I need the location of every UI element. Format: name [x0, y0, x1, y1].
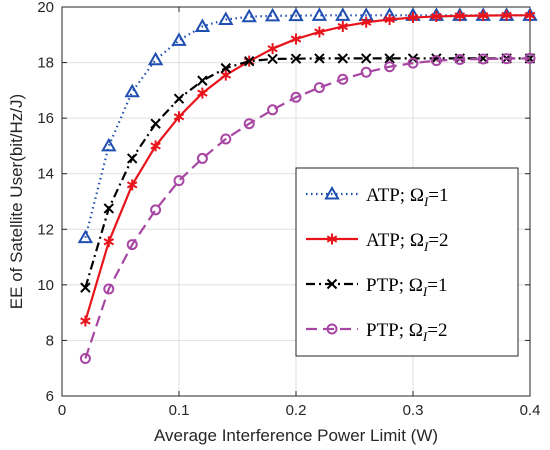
data-point — [243, 55, 255, 67]
data-point — [431, 10, 442, 22]
data-point — [290, 91, 302, 103]
data-point — [220, 69, 232, 81]
data-point — [430, 55, 442, 67]
legend-marker — [326, 233, 338, 245]
data-point — [360, 53, 372, 64]
series-group — [77, 7, 538, 364]
data-point — [103, 236, 115, 248]
data-point — [335, 7, 351, 21]
data-point — [501, 53, 513, 65]
data-point — [407, 57, 419, 69]
y-tick-label: 12 — [37, 221, 54, 238]
legend-entry: PTP; ΩI=2 — [306, 320, 447, 344]
x-tick-label: 0.3 — [403, 402, 424, 419]
y-tick-label: 8 — [46, 332, 54, 349]
data-point — [337, 53, 349, 64]
legend-label: PTP; ΩI=2 — [366, 320, 447, 344]
data-point — [267, 104, 279, 116]
data-point — [103, 283, 115, 295]
data-point — [218, 11, 234, 26]
data-point — [220, 133, 232, 145]
data-point — [173, 93, 185, 104]
data-point — [171, 32, 187, 46]
data-point — [194, 18, 211, 32]
data-point — [314, 26, 325, 38]
data-point — [147, 51, 164, 66]
series-line — [84, 14, 530, 322]
data-point — [126, 153, 138, 164]
data-point — [241, 8, 257, 23]
data-point — [337, 73, 349, 85]
data-point — [80, 315, 91, 327]
data-point — [220, 62, 232, 74]
data-point — [477, 53, 489, 65]
y-tick-label: 20 — [37, 0, 54, 16]
data-point — [124, 83, 140, 98]
data-point — [524, 52, 536, 64]
y-tick-label: 18 — [37, 55, 54, 72]
legend-label: ATP; ΩI=2 — [366, 230, 449, 254]
data-point — [311, 7, 328, 21]
data-point — [197, 87, 208, 99]
x-tick-label: 0.2 — [286, 402, 307, 419]
data-point — [264, 7, 281, 22]
x-axis-label: Average Interference Power Limit (W) — [154, 426, 438, 445]
data-point — [79, 352, 91, 364]
data-point — [80, 282, 91, 293]
legend-marker — [324, 185, 340, 200]
data-point — [196, 152, 208, 164]
data-point — [267, 53, 278, 65]
data-point — [290, 33, 302, 45]
y-tick-label: 16 — [37, 110, 54, 127]
data-point — [407, 12, 419, 24]
legend-label: ATP; ΩI=1 — [366, 185, 449, 209]
legend-entry: ATP; ΩI=2 — [306, 230, 449, 254]
data-point — [360, 16, 372, 28]
data-point — [384, 14, 395, 26]
y-tick-label: 14 — [37, 166, 54, 183]
data-point — [150, 204, 162, 216]
data-point — [126, 239, 138, 251]
data-point — [288, 7, 304, 22]
x-tick-label: 0 — [58, 402, 66, 419]
data-point — [267, 43, 278, 55]
data-point — [173, 175, 185, 187]
y-tick-label: 6 — [46, 388, 54, 405]
data-point — [384, 61, 396, 73]
data-point — [197, 75, 208, 86]
x-tick-label: 0.1 — [169, 402, 190, 419]
data-point — [290, 53, 302, 64]
x-tick-label: 0.4 — [520, 402, 541, 419]
data-point — [103, 203, 115, 214]
data-point — [313, 82, 325, 94]
data-point — [173, 111, 185, 123]
data-point — [337, 20, 349, 32]
y-tick-label: 10 — [37, 277, 54, 294]
data-point — [454, 54, 466, 66]
legend: ATP; ΩI=1 ATP; ΩI=2 PTP; ΩI=1 PTP; ΩI=2 — [295, 167, 519, 357]
data-point — [101, 137, 117, 152]
data-point — [524, 9, 536, 21]
data-point — [477, 10, 489, 22]
legend-marker — [326, 323, 338, 335]
data-point — [150, 118, 161, 129]
data-point — [384, 53, 395, 64]
legend-label: PTP; ΩI=1 — [366, 275, 447, 299]
axis-ticks: 0 0.1 0.2 0.3 0.4 6 8 10 12 14 16 18 20 — [37, 0, 540, 419]
legend-entry: PTP; ΩI=1 — [306, 275, 447, 299]
data-point — [243, 118, 255, 130]
data-point — [126, 179, 138, 191]
data-point — [454, 10, 466, 22]
y-axis-label: EE of Satellite User(bit/Hz/J) — [7, 94, 26, 309]
data-point — [150, 140, 161, 152]
data-point — [314, 53, 325, 64]
data-point — [360, 66, 372, 78]
legend-entry: ATP; ΩI=1 — [306, 185, 449, 209]
data-point — [77, 229, 94, 244]
series-ptp-i-2 — [79, 52, 536, 364]
legend-marker — [326, 278, 338, 290]
data-point — [501, 9, 512, 21]
